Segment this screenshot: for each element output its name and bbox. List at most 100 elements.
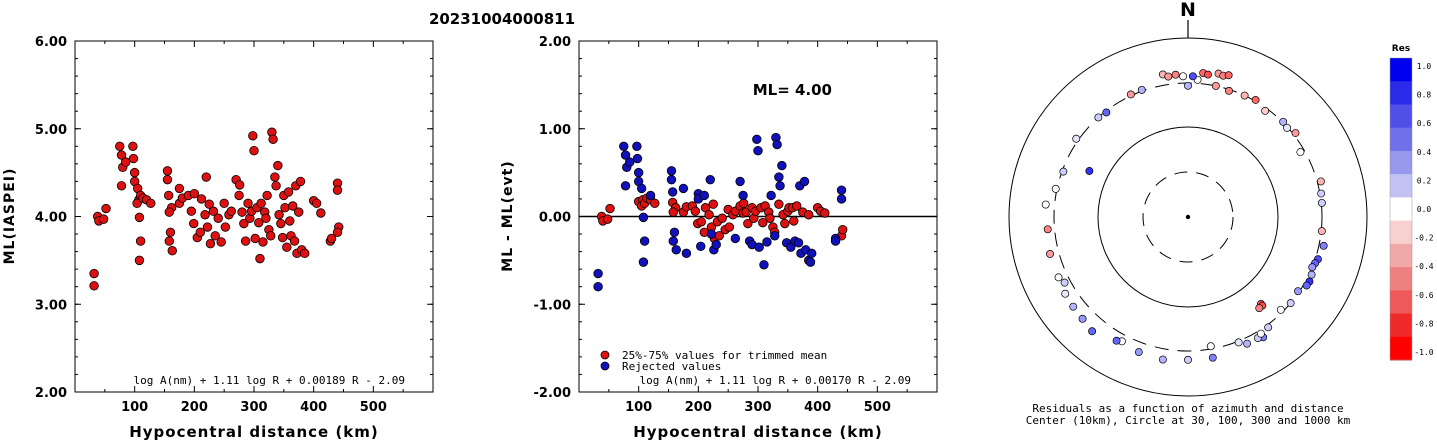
trimmed-point <box>650 198 660 209</box>
plot2-ticks: 100 200 300 400 500 -2.00 -1.00 0.00 1.00 2.00 <box>534 35 937 415</box>
rejected-point <box>668 236 678 246</box>
ml-point <box>208 206 219 216</box>
colorbar-segment <box>1390 267 1412 291</box>
trimmed-point <box>696 217 707 227</box>
rejected-point <box>593 268 603 279</box>
ml-point <box>295 176 306 187</box>
ml-point <box>162 174 173 185</box>
trimmed-point <box>690 206 701 216</box>
legend-trimmed-label: 25%-75% values for trimmed mean <box>622 349 827 362</box>
ml-point <box>300 248 310 259</box>
ml-point <box>288 201 298 211</box>
trimmed-point <box>820 208 830 218</box>
rejected-point <box>706 229 717 239</box>
trimmed-point <box>792 201 802 211</box>
ml-point <box>202 222 213 232</box>
legend-rejected-label: Rejected values <box>622 360 721 373</box>
plot1-ytick-label: 3.00 <box>35 298 67 313</box>
ml-point <box>189 218 199 229</box>
trimmed-point <box>602 214 613 224</box>
station-points <box>1041 69 1328 364</box>
rejected-point <box>705 174 715 185</box>
colorbar-segment <box>1390 243 1412 268</box>
trimmed-point <box>780 218 790 229</box>
ring-100km <box>1097 126 1279 308</box>
ml-point <box>273 160 283 171</box>
colorbar-segment <box>1390 81 1412 105</box>
rejected-point <box>805 257 816 267</box>
station-point <box>1102 108 1111 117</box>
plot2-xtick-label: 200 <box>685 400 712 415</box>
rejected-point <box>619 141 629 152</box>
ml-point <box>195 227 206 237</box>
trimmed-point <box>743 218 753 229</box>
plot2-ytick-label: -2.00 <box>534 386 571 401</box>
ml-point <box>332 227 343 237</box>
plot1-xtick-label: 100 <box>121 400 148 415</box>
trimmed-point <box>668 207 678 217</box>
trimmed-point <box>738 198 749 209</box>
station-point <box>1054 273 1063 282</box>
rejected-point <box>762 237 772 247</box>
ml-point <box>270 172 280 182</box>
ml-point <box>135 236 146 246</box>
plot2-ylabel: ML - ML(evt) <box>500 160 516 271</box>
station-point <box>1134 348 1143 357</box>
ml-point <box>164 236 174 246</box>
rejected-point <box>711 239 721 250</box>
colorbar-tick-label: -1.0 <box>1414 348 1433 357</box>
colorbar-tick-label: 0.0 <box>1417 205 1432 214</box>
station-point <box>1256 329 1265 338</box>
station-point <box>1224 71 1233 80</box>
colorbar-tick-label: -0.4 <box>1414 262 1433 271</box>
station-point <box>1294 287 1302 296</box>
rejected-point <box>759 260 769 270</box>
ml-point <box>262 190 272 201</box>
colorbar-tick-label: 1.0 <box>1417 62 1432 71</box>
plot2-points <box>593 132 848 292</box>
ml-point <box>250 233 260 244</box>
ml-annotation: ML= 4.00 <box>753 81 832 99</box>
ml-point <box>220 222 231 232</box>
station-point <box>1307 270 1316 279</box>
station-point <box>1060 278 1069 287</box>
plot2-ytick-label: -1.00 <box>534 298 571 313</box>
plot1-xlabel: Hypocentral distance (km) <box>129 423 379 441</box>
station-point <box>1279 117 1288 126</box>
ml-point <box>115 141 125 152</box>
rejected-point <box>620 181 631 191</box>
station-point <box>1164 72 1173 81</box>
plot2-xtick-label: 400 <box>804 400 831 415</box>
rejected-point <box>666 166 677 176</box>
trimmed-point <box>838 224 848 235</box>
rejected-point <box>753 145 763 156</box>
ml-point <box>226 206 237 216</box>
colorbar-segment <box>1390 313 1412 338</box>
plot1-ytick-label: 6.00 <box>35 35 67 50</box>
rejected-point <box>696 241 706 252</box>
station-point <box>1276 305 1285 314</box>
plot2-ytick-label: 2.00 <box>539 35 571 50</box>
rejected-point <box>770 231 780 241</box>
rejected-point <box>799 176 810 187</box>
station-point <box>1043 225 1052 234</box>
figure-title: 20231004000811 <box>429 10 575 28</box>
rejected-point <box>836 194 847 204</box>
ml-point <box>116 181 127 191</box>
ml-point <box>289 236 300 246</box>
plot2-xtick-label: 100 <box>625 400 652 415</box>
station-point <box>1317 227 1326 236</box>
plot1-formula: log A(nm) + 1.11 log R + 0.00189 R - 2.0… <box>133 374 405 387</box>
ml-point <box>189 188 200 199</box>
station-point <box>1316 177 1325 186</box>
ml-point <box>239 218 249 229</box>
plot2-xtick-label: 500 <box>864 400 891 415</box>
station-point <box>1158 355 1167 364</box>
rejected-point <box>774 172 784 182</box>
ml-point <box>266 231 276 241</box>
trimmed-point <box>724 222 735 232</box>
ml-point <box>274 210 284 220</box>
colorbar-tick-label: 0.6 <box>1417 119 1432 128</box>
colorbar-tick-label: 0.8 <box>1417 91 1432 100</box>
